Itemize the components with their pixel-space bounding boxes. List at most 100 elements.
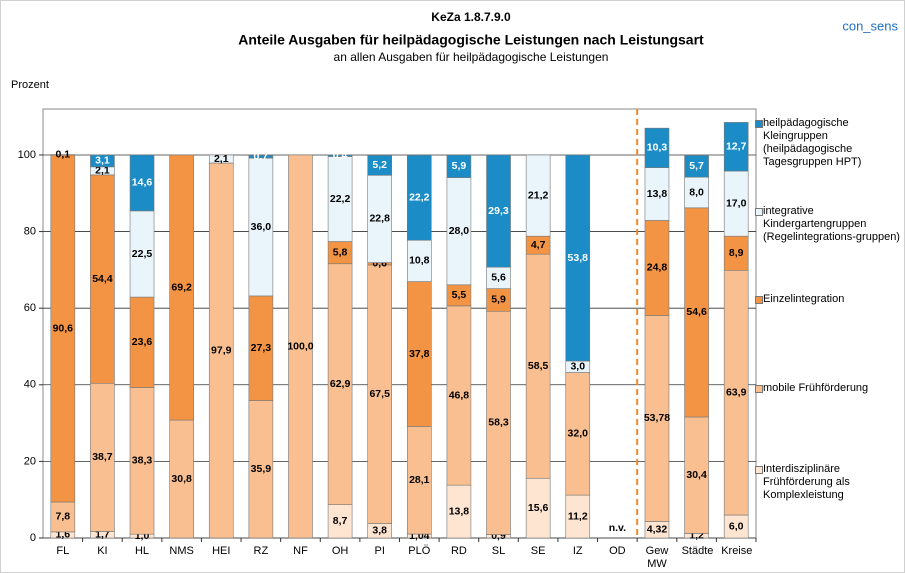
bar-segment [327,263,353,505]
legend-entry: heilpädagogische Kleingruppen (heilpädag… [755,117,895,169]
bar-segment [723,269,749,516]
x-tick-label-text: PI [374,545,385,557]
value-label: 14,6 [132,177,153,189]
bar-segment [129,154,155,212]
value-label: 30,4 [686,469,707,481]
value-label: 22,5 [132,248,153,260]
value-label: 58,3 [488,417,509,429]
bar-segment [407,239,432,282]
bar-segment [169,154,194,421]
value-label: 22,8 [369,213,390,225]
bar-segment [684,155,709,178]
value-label: 10,3 [647,142,668,154]
y-tick-label: 0 [30,532,36,544]
x-tick-label-text: FL [56,545,70,557]
x-tick-label-text: Gew MW [645,545,669,570]
y-tick-label: 40 [24,379,36,391]
bar-segment [50,154,76,503]
bar-segment [446,154,472,178]
value-label: 8,9 [729,247,744,259]
bar-segment [248,295,274,401]
value-label: 0,4 [333,150,348,162]
value-label: 4,32 [647,524,668,536]
x-tick-label-text: OD [609,545,626,557]
legend-entry: Einzelintegration [755,293,895,306]
value-label: 23,6 [132,336,153,348]
value-label: 24,8 [647,262,668,274]
legend-swatch [755,296,763,304]
y-tick-label: 20 [24,455,36,467]
x-tick-label-text: Kreise [721,545,753,557]
value-label: 58,5 [528,360,549,372]
x-tick-label: NMS [167,545,197,558]
bar-segment [565,154,591,362]
value-label: 12,7 [726,141,747,153]
legend-swatch [755,120,763,128]
value-label: 28,1 [409,474,430,486]
bar-segment [525,477,551,539]
value-label: 5,9 [452,160,467,172]
x-tick-label-text: NF [293,545,308,557]
value-label: 13,8 [647,188,668,200]
bar-segment [407,426,432,535]
chart-subtitle: an allen Ausgaben für heilpädagogische L… [334,50,609,64]
value-label: 54,4 [92,273,113,285]
value-label: 5,6 [491,272,506,284]
value-label: 7,8 [56,511,71,523]
legend-entry: mobile Frühförderung [755,382,895,395]
value-label: 30,8 [171,473,192,485]
bar-segment [327,154,353,157]
bar-segment [208,154,234,164]
bar-segment [367,155,392,176]
bar-segment [644,167,670,221]
value-label: 27,3 [251,342,272,354]
x-tick-label-text: OH [331,545,349,557]
chart-code: KeZa 1.8.7.9.0 [431,10,511,24]
y-tick-label: 60 [24,302,36,314]
bar-segment [446,177,472,286]
bar-segment [644,315,670,522]
bar-segment [248,155,274,159]
x-tick-label: SL [484,545,514,558]
value-label: 2,1 [214,153,229,165]
bar-segment [644,127,670,168]
value-label: 3,0 [570,361,585,373]
x-tick-label-text: HL [134,545,150,557]
bar-segment [50,501,76,533]
value-label: 0,7 [254,150,269,162]
value-label: 90,6 [53,322,74,334]
bar-segment [367,264,392,524]
x-tick-label-text: RZ [253,545,269,557]
bar-segment [90,154,115,168]
x-tick-label: OD [602,545,632,558]
bar-segment [407,154,432,241]
value-label: 15,6 [528,502,549,514]
value-label: 22,2 [409,191,430,203]
x-tick-label: NF [285,545,315,558]
value-label: 3,1 [95,155,110,167]
bar-segment [723,122,749,172]
bar-segment [407,281,432,427]
value-label: 2,1 [95,165,110,177]
value-label: 4,7 [531,239,546,251]
bar-segment [288,154,313,539]
value-label: 46,8 [449,389,470,401]
bar-segment [684,207,709,418]
value-label: 36,0 [251,221,272,233]
legend-swatch [755,385,763,393]
value-label: 5,2 [372,159,387,171]
x-tick-label: HEI [206,545,236,558]
x-tick-label-text: RD [450,545,467,557]
value-label: 5,8 [333,246,348,258]
chart-title: Anteile Ausgaben für heilpädagogische Le… [238,32,704,48]
bar-segment [327,156,353,242]
x-tick-label-text: HEI [212,545,231,557]
value-label: 38,7 [92,451,113,463]
value-label: 13,8 [449,505,470,517]
x-tick-label: Kreise [721,545,753,558]
bar-segment [129,387,155,535]
annotation: n.v. [609,522,626,534]
x-tick-label-text: NMS [169,545,194,557]
